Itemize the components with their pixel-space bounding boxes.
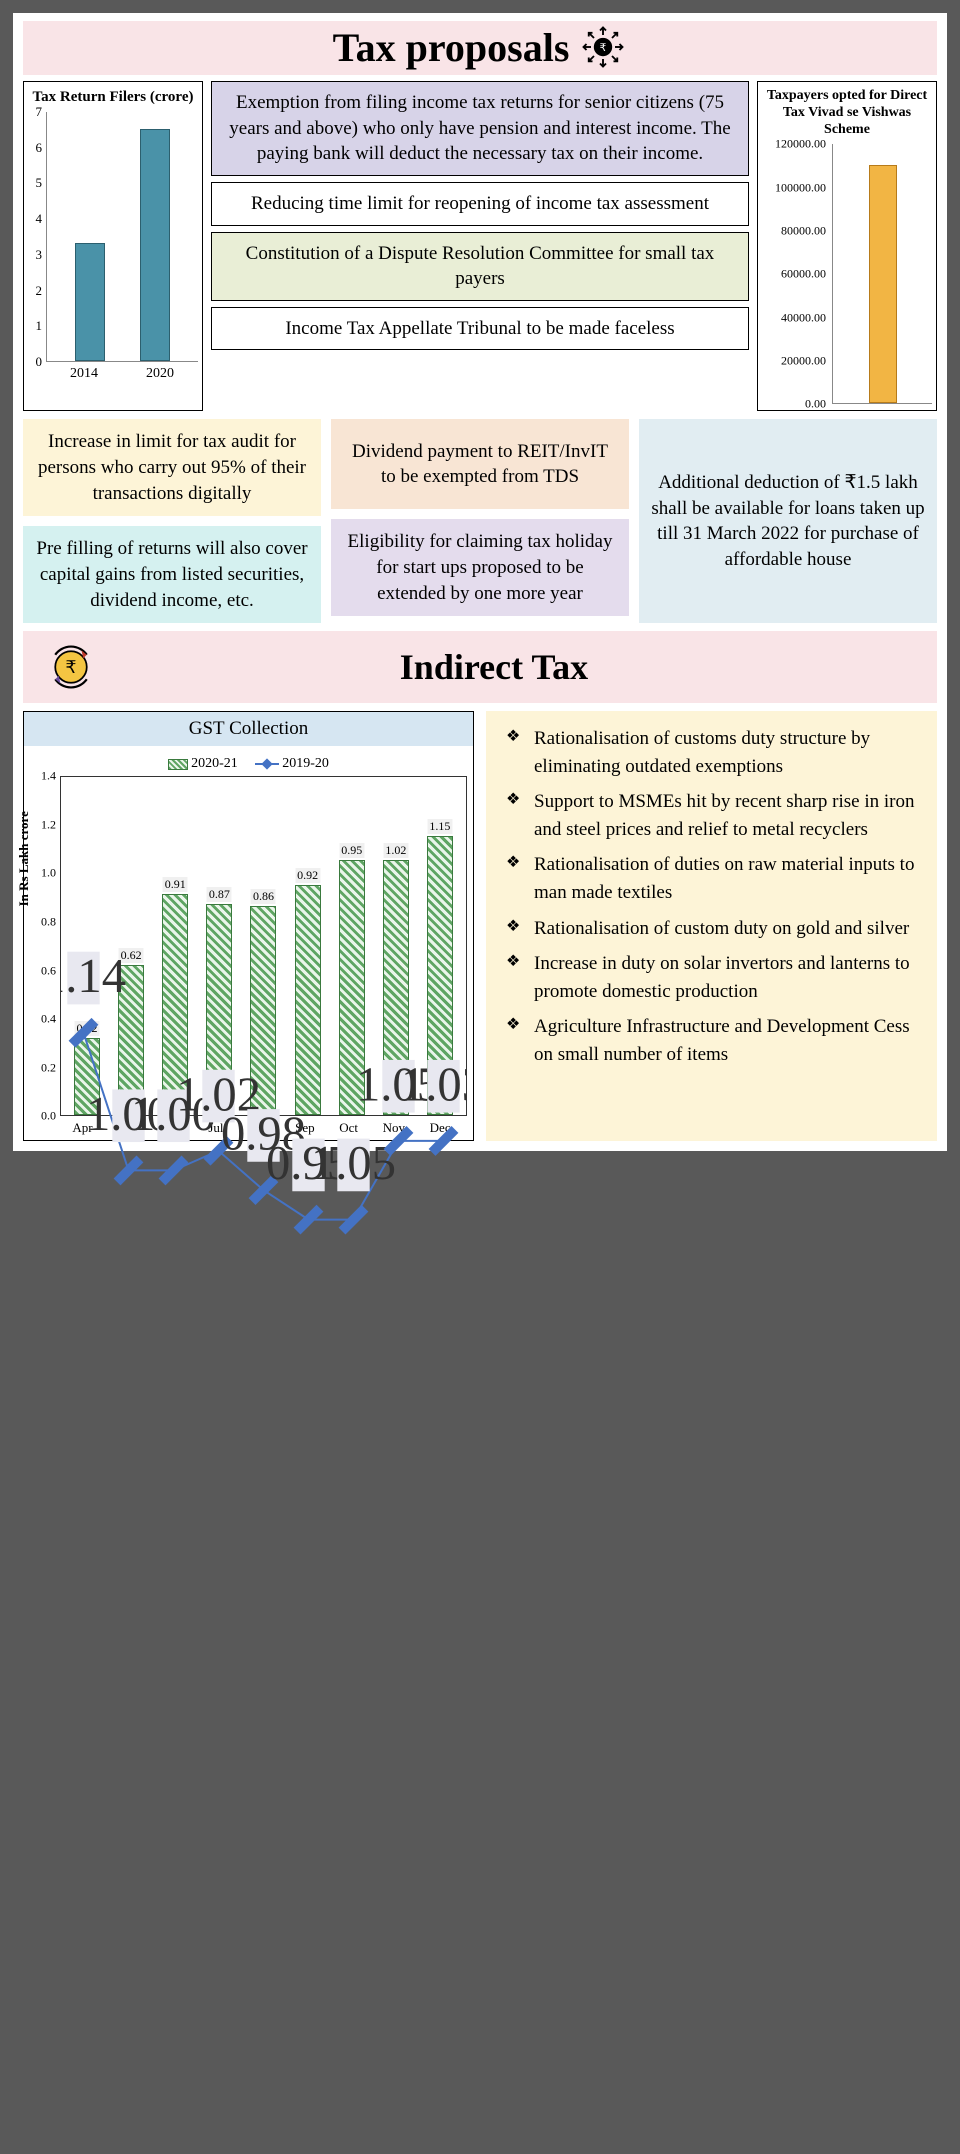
reopen-box: Reducing time limit for reopening of inc… (211, 182, 749, 226)
audit-box: Increase in limit for tax audit for pers… (23, 419, 321, 516)
bottom-grid: GST Collection 2020-21 2019-20 In Rs Lak… (23, 711, 937, 1141)
gst-y-label: In Rs Lakh crore (16, 811, 32, 906)
gst-chart-box: GST Collection 2020-21 2019-20 In Rs Lak… (23, 711, 474, 1141)
exemption-box: Exemption from filing income tax returns… (211, 81, 749, 176)
indirect-list-item: Rationalisation of customs duty structur… (506, 725, 921, 780)
svg-text:₹: ₹ (65, 657, 76, 677)
top-grid: Tax Return Filers (crore) 01234567 20142… (23, 81, 937, 411)
reit-box: Dividend payment to REIT/InvIT to be exe… (331, 419, 629, 509)
info-grid: Increase in limit for tax audit for pers… (23, 419, 937, 623)
section2-title: Indirect Tax (115, 646, 873, 688)
tax-return-chart: Tax Return Filers (crore) 01234567 20142… (23, 81, 203, 411)
section2-title-bar: ₹ Indirect Tax (23, 631, 937, 703)
legend-line-label: 2019-20 (282, 756, 329, 771)
indirect-list-item: Rationalisation of custom duty on gold a… (506, 915, 921, 943)
indirect-list-item: Agriculture Infrastructure and Developme… (506, 1013, 921, 1068)
deduction-box: Additional deduction of ₹1.5 lakh shall … (639, 419, 937, 623)
indirect-tax-list: Rationalisation of customs duty structur… (486, 711, 937, 1141)
rupee-arrows-icon: ₹ (43, 639, 99, 695)
indirect-list-item: Rationalisation of duties on raw materia… (506, 851, 921, 906)
startup-box: Eligibility for claiming tax holiday for… (331, 519, 629, 616)
indirect-list-item: Support to MSMEs hit by recent sharp ris… (506, 788, 921, 843)
vivad-chart-title: Taxpayers opted for Direct Tax Vivad se … (762, 88, 932, 138)
prefill-box: Pre filling of returns will also cover c… (23, 526, 321, 623)
section1-title-bar: Tax proposals ₹ (23, 21, 937, 75)
proposals-column: Exemption from filing income tax returns… (211, 81, 749, 411)
svg-text:₹: ₹ (600, 42, 607, 54)
tribunal-box: Income Tax Appellate Tribunal to be made… (211, 307, 749, 351)
legend-bar-label: 2020-21 (191, 756, 238, 771)
page: Tax proposals ₹ Tax Return Filers (crore… (10, 10, 950, 1154)
tax-return-chart-title: Tax Return Filers (crore) (28, 88, 198, 106)
gst-chart-title: GST Collection (24, 712, 473, 746)
indirect-list-item: Increase in duty on solar invertors and … (506, 950, 921, 1005)
dispute-box: Constitution of a Dispute Resolution Com… (211, 232, 749, 301)
svg-text:1.14: 1.14 (61, 949, 126, 1003)
section1-title: Tax proposals (333, 24, 570, 71)
svg-text:1.05: 1.05 (311, 1136, 396, 1190)
rupee-expand-icon: ₹ (579, 23, 627, 71)
vivad-chart: Taxpayers opted for Direct Tax Vivad se … (757, 81, 937, 411)
svg-text:1.03: 1.03 (401, 1058, 466, 1112)
gst-legend: 2020-21 2019-20 (30, 756, 467, 772)
